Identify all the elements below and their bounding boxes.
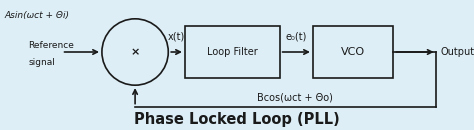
- Text: ×: ×: [130, 47, 140, 57]
- Text: Phase Locked Loop (PLL): Phase Locked Loop (PLL): [134, 112, 340, 127]
- Bar: [185, 26, 280, 78]
- Text: VCO: VCO: [341, 47, 365, 57]
- Bar: [313, 26, 393, 78]
- Text: e₀(t): e₀(t): [285, 32, 307, 42]
- Text: Reference: Reference: [28, 41, 74, 50]
- Text: x(t): x(t): [168, 32, 185, 42]
- Text: Output: Output: [441, 47, 474, 57]
- Text: Loop Filter: Loop Filter: [207, 47, 258, 57]
- Text: Bcos(ωct + Θo): Bcos(ωct + Θo): [257, 93, 333, 103]
- Text: Asin(ωct + Θi): Asin(ωct + Θi): [5, 11, 70, 20]
- Text: signal: signal: [28, 58, 55, 67]
